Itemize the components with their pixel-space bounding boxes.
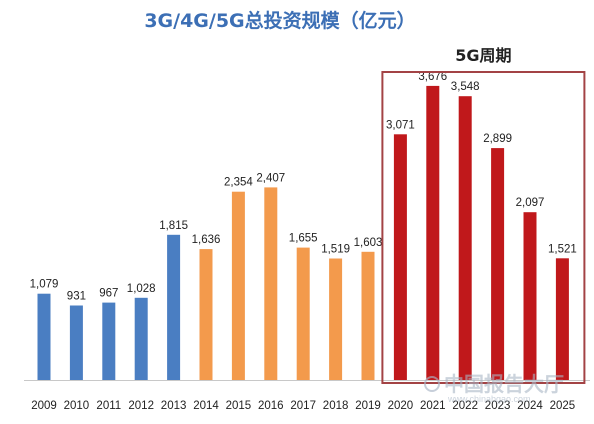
value-label-2016: 2,407 <box>256 172 285 184</box>
bar-2023 <box>491 148 505 380</box>
x-tick-label-2019: 2019 <box>355 400 381 412</box>
annotation-label-5g: 5G周期 <box>455 46 511 65</box>
bar-2017 <box>296 247 310 380</box>
bar-2025 <box>555 258 569 380</box>
watermark-logo-icon <box>424 376 440 392</box>
x-tick-label-2017: 2017 <box>290 400 316 412</box>
value-label-2019: 1,603 <box>354 237 383 249</box>
value-label-2024: 2,097 <box>516 197 545 209</box>
bar-2013 <box>167 234 181 380</box>
value-label-2023: 2,899 <box>483 133 512 145</box>
value-label-2012: 1,028 <box>127 283 156 295</box>
x-tick-label-2016: 2016 <box>258 400 284 412</box>
x-tick-label-2009: 2009 <box>31 400 57 412</box>
bar-2024 <box>523 212 537 380</box>
value-label-2015: 2,354 <box>224 177 253 189</box>
bar-2022 <box>458 96 472 380</box>
x-tick-label-2022: 2022 <box>452 400 478 412</box>
value-label-2017: 1,655 <box>289 233 318 245</box>
value-label-2013: 1,815 <box>159 220 188 232</box>
x-tick-label-2011: 2011 <box>96 400 121 412</box>
bar-2015 <box>231 191 245 380</box>
value-label-2025: 1,521 <box>548 243 577 255</box>
watermark-url: www.chinabgao.com <box>447 394 531 404</box>
x-tick-label-2010: 2010 <box>64 400 90 412</box>
bar-2019 <box>361 251 375 380</box>
bar-2012 <box>134 297 148 380</box>
x-tick-label-2018: 2018 <box>323 400 349 412</box>
value-label-2022: 3,548 <box>451 81 480 93</box>
value-label-2021: 3,676 <box>418 71 447 83</box>
x-tick-label-2013: 2013 <box>161 400 187 412</box>
value-label-2014: 1,636 <box>192 234 221 246</box>
value-label-2010: 931 <box>67 291 86 303</box>
value-label-2018: 1,519 <box>321 244 350 256</box>
bar-2010 <box>69 305 83 380</box>
bar-2021 <box>426 85 440 381</box>
x-tick-label-2012: 2012 <box>128 400 154 412</box>
annotation-box-5g <box>381 71 586 384</box>
bar-2011 <box>102 302 116 380</box>
value-label-2020: 3,071 <box>386 119 415 131</box>
x-tick-label-2024: 2024 <box>517 400 543 412</box>
x-tick-label-2021: 2021 <box>420 400 446 412</box>
x-tick-label-2020: 2020 <box>388 400 414 412</box>
bar-2016 <box>264 187 278 380</box>
bar-2014 <box>199 249 213 380</box>
watermark-brand: 中国报告大厅 <box>444 372 564 396</box>
chart-title: 3G/4G/5G总投资规模（亿元） <box>144 10 416 32</box>
x-tick-label-2015: 2015 <box>226 400 252 412</box>
value-label-2009: 1,079 <box>30 279 59 291</box>
x-tick-label-2023: 2023 <box>485 400 511 412</box>
bar-2020 <box>393 134 407 380</box>
value-label-2011: 967 <box>99 288 118 300</box>
x-tick-label-2025: 2025 <box>550 400 576 412</box>
x-tick-label-2014: 2014 <box>193 400 219 412</box>
bar-2009 <box>37 293 51 380</box>
bar-2018 <box>329 258 343 380</box>
